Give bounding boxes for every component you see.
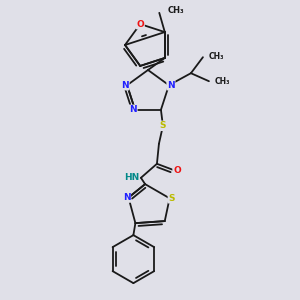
Text: N: N [121,81,129,90]
Text: O: O [136,20,144,28]
Text: CH₃: CH₃ [209,52,224,61]
Text: S: S [168,194,175,203]
Text: N: N [123,193,130,202]
Text: HN: HN [124,173,139,182]
Text: S: S [160,121,166,130]
Text: N: N [167,81,175,90]
Text: CH₃: CH₃ [215,77,230,86]
Text: N: N [129,105,137,114]
Text: CH₃: CH₃ [167,6,184,15]
Text: O: O [173,166,181,175]
